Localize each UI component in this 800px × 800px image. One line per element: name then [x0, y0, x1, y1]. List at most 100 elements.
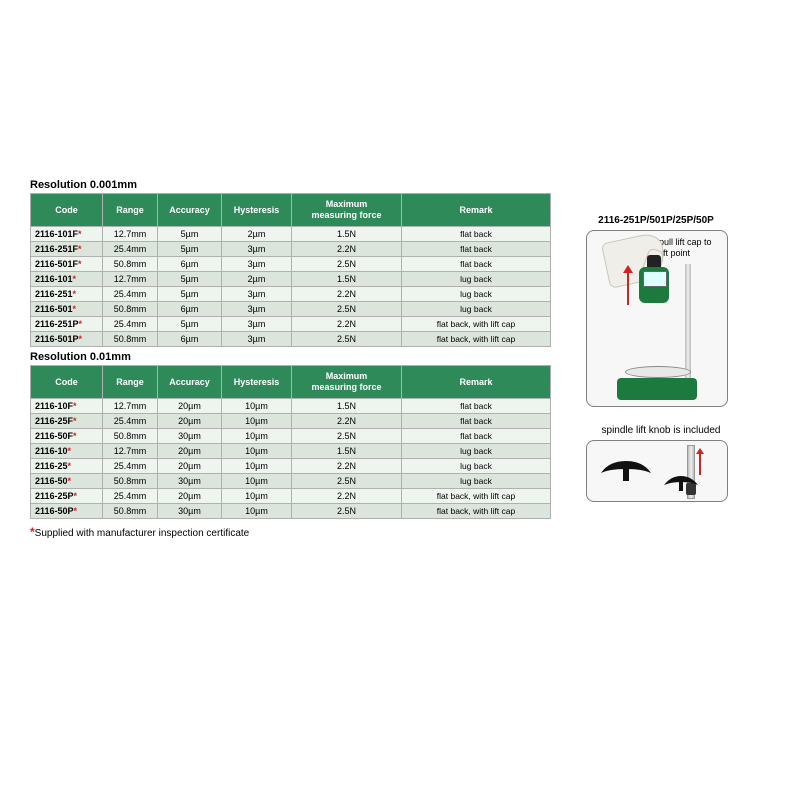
cell-range: 50.8mm [103, 474, 158, 489]
cell-force: 2.5N [292, 474, 402, 489]
cell-force: 1.5N [292, 444, 402, 459]
table-row: 2116-101*12.7mm5µm2µm1.5Nlug back [31, 272, 551, 287]
col-header: Hysteresis [222, 366, 292, 399]
cell-remark: flat back, with lift cap [402, 504, 551, 519]
cell-remark: flat back [402, 257, 551, 272]
cell-hysteresis: 2µm [222, 272, 292, 287]
cell-hysteresis: 10µm [222, 459, 292, 474]
cell-force: 2.2N [292, 317, 402, 332]
cell-hysteresis: 10µm [222, 429, 292, 444]
cell-hysteresis: 10µm [222, 474, 292, 489]
cell-remark: flat back, with lift cap [402, 489, 551, 504]
cell-code: 2116-101F* [31, 227, 103, 242]
cell-code: 2116-501P* [31, 332, 103, 347]
cell-remark: flat back [402, 429, 551, 444]
cell-hysteresis: 10µm [222, 504, 292, 519]
cell-hysteresis: 3µm [222, 257, 292, 272]
cell-hysteresis: 3µm [222, 332, 292, 347]
cell-force: 2.2N [292, 459, 402, 474]
side-figures: 2116-251P/501P/25P/50P pull lift cap to … [586, 215, 776, 502]
cell-accuracy: 5µm [158, 287, 222, 302]
table-row: 2116-501P*50.8mm6µm3µm2.5Nflat back, wit… [31, 332, 551, 347]
cell-accuracy: 5µm [158, 242, 222, 257]
cell-force: 2.2N [292, 489, 402, 504]
col-header: Maximum measuring force [292, 194, 402, 227]
cell-force: 1.5N [292, 227, 402, 242]
cell-accuracy: 20µm [158, 444, 222, 459]
spec-table: CodeRangeAccuracyHysteresisMaximum measu… [30, 365, 551, 519]
col-header: Accuracy [158, 366, 222, 399]
cell-code: 2116-501* [31, 302, 103, 317]
cell-force: 1.5N [292, 272, 402, 287]
cell-code: 2116-50P* [31, 504, 103, 519]
cell-remark: flat back [402, 227, 551, 242]
gauge-screen-icon [643, 271, 667, 287]
cell-range: 25.4mm [103, 414, 158, 429]
page: Resolution 0.001mmCodeRangeAccuracyHyste… [0, 0, 800, 800]
cell-remark: lug back [402, 272, 551, 287]
cell-hysteresis: 10µm [222, 489, 292, 504]
section-title: Resolution 0.01mm [30, 351, 550, 363]
table-row: 2116-10F*12.7mm20µm10µm1.5Nflat back [31, 399, 551, 414]
col-header: Remark [402, 194, 551, 227]
col-header: Hysteresis [222, 194, 292, 227]
cell-force: 2.5N [292, 429, 402, 444]
cell-remark: flat back [402, 242, 551, 257]
table-row: 2116-50P*50.8mm30µm10µm2.5Nflat back, wi… [31, 504, 551, 519]
figure-lift-cap: pull lift cap to lift point [586, 230, 728, 407]
figure-knob-caption: spindle lift knob is included [586, 425, 736, 436]
cell-hysteresis: 3µm [222, 317, 292, 332]
cell-force: 2.2N [292, 287, 402, 302]
cell-range: 12.7mm [103, 399, 158, 414]
table-row: 2116-501*50.8mm6µm3µm2.5Nlug back [31, 302, 551, 317]
cell-hysteresis: 10µm [222, 399, 292, 414]
cell-hysteresis: 10µm [222, 414, 292, 429]
cell-accuracy: 6µm [158, 332, 222, 347]
side-top-label: 2116-251P/501P/25P/50P [586, 215, 726, 226]
cell-remark: lug back [402, 459, 551, 474]
cell-range: 50.8mm [103, 332, 158, 347]
table-row: 2116-50*50.8mm30µm10µm2.5Nlug back [31, 474, 551, 489]
col-header: Code [31, 194, 103, 227]
stand-platform-icon [625, 366, 691, 378]
table-row: 2116-101F*12.7mm5µm2µm1.5Nflat back [31, 227, 551, 242]
cell-remark: flat back, with lift cap [402, 332, 551, 347]
cell-range: 50.8mm [103, 504, 158, 519]
cell-hysteresis: 3µm [222, 242, 292, 257]
cell-code: 2116-25* [31, 459, 103, 474]
cell-code: 2116-251* [31, 287, 103, 302]
cell-remark: lug back [402, 302, 551, 317]
cell-hysteresis: 3µm [222, 302, 292, 317]
lift-cap-icon [647, 255, 661, 267]
cell-force: 2.2N [292, 414, 402, 429]
cell-remark: lug back [402, 444, 551, 459]
cell-code: 2116-25P* [31, 489, 103, 504]
cell-remark: flat back [402, 399, 551, 414]
cell-accuracy: 30µm [158, 429, 222, 444]
cell-range: 50.8mm [103, 429, 158, 444]
cell-accuracy: 20µm [158, 459, 222, 474]
lift-knob-icon [599, 459, 653, 483]
cell-accuracy: 20µm [158, 414, 222, 429]
cell-accuracy: 5µm [158, 227, 222, 242]
cell-accuracy: 20µm [158, 489, 222, 504]
cell-range: 25.4mm [103, 459, 158, 474]
arrow-up-small-icon [699, 453, 701, 475]
footnote: *Supplied with manufacturer inspection c… [30, 525, 800, 539]
table-row: 2116-10*12.7mm20µm10µm1.5Nlug back [31, 444, 551, 459]
table-row: 2116-25F*25.4mm20µm10µm2.2Nflat back [31, 414, 551, 429]
figure-knob [586, 440, 728, 502]
table-row: 2116-501F*50.8mm6µm3µm2.5Nflat back [31, 257, 551, 272]
spec-table: CodeRangeAccuracyHysteresisMaximum measu… [30, 193, 551, 347]
cell-force: 1.5N [292, 399, 402, 414]
cell-force: 2.5N [292, 302, 402, 317]
lift-knob-small-icon [663, 475, 699, 493]
cell-code: 2116-25F* [31, 414, 103, 429]
tables-column: Resolution 0.001mmCodeRangeAccuracyHyste… [30, 179, 550, 519]
cell-range: 12.7mm [103, 444, 158, 459]
col-header: Code [31, 366, 103, 399]
cell-range: 25.4mm [103, 489, 158, 504]
cell-remark: lug back [402, 287, 551, 302]
cell-range: 12.7mm [103, 272, 158, 287]
col-header: Accuracy [158, 194, 222, 227]
